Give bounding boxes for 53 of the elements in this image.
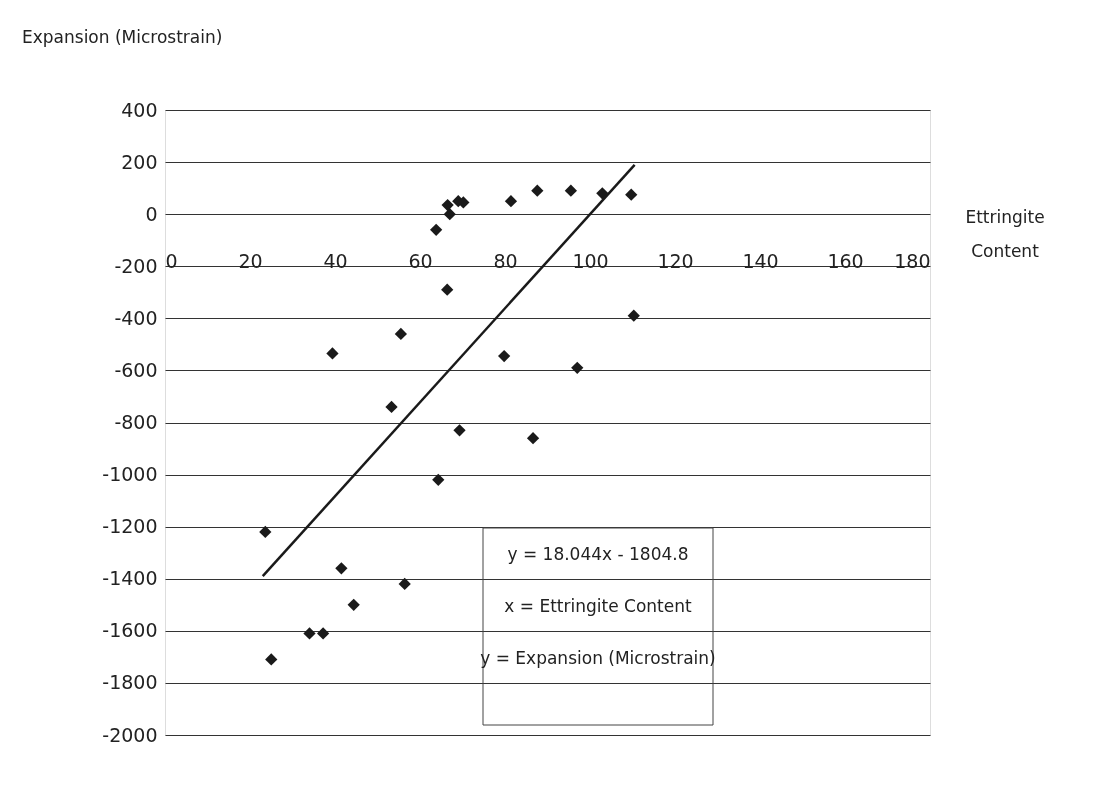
point xyxy=(398,577,411,591)
point xyxy=(531,184,544,197)
point xyxy=(627,309,640,322)
point xyxy=(504,195,518,208)
point xyxy=(498,349,511,363)
x-tick-label: 160 xyxy=(827,249,864,272)
point xyxy=(441,283,454,296)
x-tick-label: 120 xyxy=(657,249,694,272)
y-tick-label: -800 xyxy=(114,411,158,433)
y-tick-label: -600 xyxy=(114,358,158,381)
point xyxy=(394,327,407,341)
y-tick-label: -1800 xyxy=(102,671,158,694)
point xyxy=(571,361,584,374)
annotation: y = Expansion (Microstrain) xyxy=(480,648,716,668)
point xyxy=(625,188,638,201)
point xyxy=(430,223,443,236)
y-tick-label: 0 xyxy=(145,202,158,225)
y-tick-label: -1600 xyxy=(102,619,158,642)
x-tick-label: 0 xyxy=(165,249,178,272)
point xyxy=(347,598,360,611)
y-tick-label: -1400 xyxy=(102,567,158,590)
annotation: y = 18.044x - 1804.8 xyxy=(507,544,689,564)
y-tick-label: -2000 xyxy=(102,723,158,746)
point xyxy=(453,424,466,437)
point xyxy=(432,473,445,486)
annotation: x = Ettringite Content xyxy=(504,596,692,616)
point xyxy=(265,653,278,666)
point xyxy=(526,432,540,445)
point xyxy=(443,208,456,221)
y-tick-label: -200 xyxy=(114,254,158,277)
point xyxy=(259,525,272,538)
y-tick-label: 400 xyxy=(121,98,158,121)
x-tick-label: 100 xyxy=(572,249,609,272)
point xyxy=(564,184,577,197)
x-tick-label: 20 xyxy=(238,249,263,272)
point xyxy=(441,198,454,212)
point xyxy=(316,627,330,640)
x-tick-label: 140 xyxy=(742,249,779,272)
x-axis-title: Ettringite Content xyxy=(965,207,1045,262)
x-tick-label: 40 xyxy=(323,249,348,272)
point xyxy=(596,187,609,200)
x-tick-label: 80 xyxy=(493,249,518,272)
y-tick-label: -400 xyxy=(114,306,158,329)
y-tick-label: -1000 xyxy=(102,463,158,486)
point xyxy=(303,627,316,640)
x-tick-label: 60 xyxy=(408,249,433,272)
y-tick-label: 200 xyxy=(121,150,158,173)
point xyxy=(326,347,339,360)
point xyxy=(385,400,398,413)
point xyxy=(335,562,348,575)
x-tick-label: 180 xyxy=(894,249,931,272)
y-tick-label: -1200 xyxy=(102,515,158,538)
y-axis-title: Expansion (Microstrain) xyxy=(22,27,223,47)
